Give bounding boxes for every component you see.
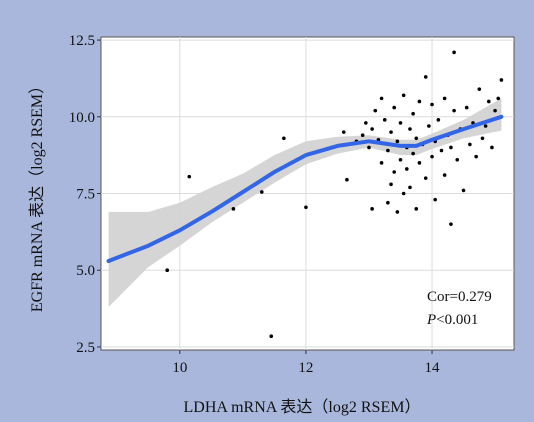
data-point <box>436 118 441 122</box>
data-point <box>490 145 494 150</box>
data-point <box>231 207 236 211</box>
data-point <box>411 151 415 156</box>
data-point <box>386 200 390 205</box>
data-point <box>405 167 409 171</box>
data-point <box>474 154 478 159</box>
data-point <box>423 75 428 79</box>
data-point <box>395 139 400 144</box>
y-axis-ticks: 2.5 5.0 7.5 10.0 12.5 <box>69 33 101 356</box>
data-point <box>414 136 419 141</box>
correlation-annotation: Cor=0.279 <box>427 289 492 305</box>
data-point <box>452 50 456 55</box>
data-point <box>461 188 466 193</box>
data-point <box>408 127 412 131</box>
data-point <box>417 161 422 165</box>
x-axis-ticks: 10 12 14 <box>172 350 440 376</box>
data-point <box>423 176 428 180</box>
data-point <box>259 190 264 194</box>
data-point <box>398 157 403 162</box>
data-point <box>373 108 378 113</box>
x-tick-label: 10 <box>172 360 187 376</box>
x-tick-label: 12 <box>298 360 313 376</box>
data-point <box>360 133 365 137</box>
data-point <box>370 127 374 131</box>
data-point <box>464 105 469 110</box>
x-tick-label: 14 <box>425 360 441 376</box>
data-point <box>493 108 497 113</box>
data-point <box>442 96 447 101</box>
data-point <box>395 210 400 214</box>
data-point <box>430 154 434 159</box>
data-point <box>389 182 393 187</box>
data-point <box>389 130 393 134</box>
data-point <box>364 121 368 125</box>
scatter-points <box>106 50 504 338</box>
data-point <box>455 157 460 162</box>
data-point <box>499 78 504 82</box>
data-point <box>341 130 346 134</box>
data-point <box>417 99 422 104</box>
data-point <box>430 102 434 107</box>
data-point <box>408 185 412 190</box>
y-tick-label: 7.5 <box>76 187 95 203</box>
data-point <box>442 173 447 177</box>
data-point <box>282 136 286 141</box>
data-point <box>367 145 371 150</box>
p-value-annotation: P<0.001 <box>426 312 478 328</box>
data-point <box>433 197 437 202</box>
data-point <box>392 105 396 110</box>
fit-line <box>106 114 504 263</box>
data-point <box>379 161 384 165</box>
data-point <box>483 124 488 128</box>
data-point <box>414 207 419 211</box>
data-point <box>370 207 374 211</box>
data-point <box>449 222 453 226</box>
data-point <box>269 334 274 338</box>
data-point <box>439 148 444 153</box>
data-point <box>386 148 390 153</box>
data-point <box>452 108 456 113</box>
data-point <box>401 93 406 98</box>
data-point <box>480 136 485 141</box>
data-point <box>477 87 482 91</box>
data-point <box>345 177 349 182</box>
p-value-text: <0.001 <box>436 312 478 328</box>
data-point <box>427 124 431 128</box>
p-value-prefix: P <box>426 312 436 328</box>
y-tick-label: 10.0 <box>69 110 95 126</box>
data-point <box>392 170 396 174</box>
data-point <box>449 145 453 150</box>
y-tick-label: 12.5 <box>69 33 95 49</box>
y-axis-label: EGFR mRNA 表达（log2 RSEM） <box>28 78 46 312</box>
y-tick-label: 2.5 <box>76 340 95 356</box>
data-point <box>398 121 403 125</box>
x-axis-label: LDHA mRNA 表达（log2 RSEM） <box>184 398 421 416</box>
y-tick-label: 5.0 <box>76 263 95 279</box>
data-point <box>304 205 308 210</box>
data-point <box>468 142 472 147</box>
data-point <box>411 111 415 116</box>
data-point <box>486 99 491 104</box>
data-point <box>379 96 384 101</box>
data-point <box>496 96 501 101</box>
data-point <box>165 268 170 273</box>
gridlines <box>101 37 514 350</box>
confidence-band <box>108 98 502 308</box>
data-point <box>187 174 192 179</box>
data-point <box>382 118 387 122</box>
data-point <box>401 191 406 196</box>
